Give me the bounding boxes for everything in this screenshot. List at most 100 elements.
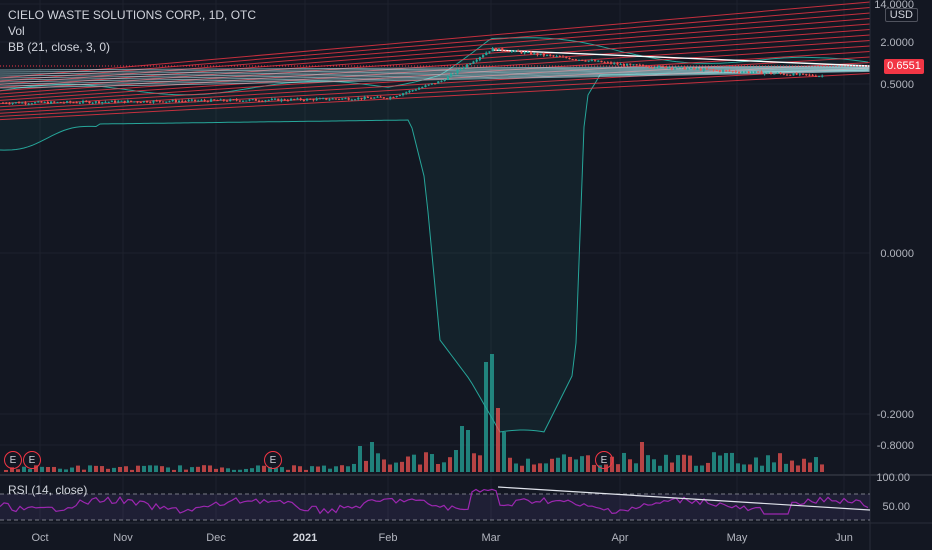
candle xyxy=(456,69,459,74)
candle xyxy=(72,102,75,104)
volume-bar xyxy=(478,455,482,472)
candle xyxy=(104,101,107,103)
candle xyxy=(46,101,49,104)
time-tick-label: Mar xyxy=(482,532,501,544)
time-tick-label: Apr xyxy=(611,532,628,544)
candle xyxy=(619,64,622,66)
candle xyxy=(59,102,62,104)
candle xyxy=(258,100,261,102)
volume-bar xyxy=(538,463,542,472)
volume-bar xyxy=(28,469,32,472)
candle xyxy=(789,74,792,76)
volume-bar xyxy=(718,455,722,472)
candle xyxy=(446,76,449,81)
volume-bar xyxy=(310,466,314,472)
earnings-marker[interactable]: E xyxy=(264,451,282,469)
candle xyxy=(395,95,398,98)
earnings-marker[interactable]: E xyxy=(4,451,22,469)
volume-bar xyxy=(40,466,44,472)
candle xyxy=(565,56,568,58)
volume-bar xyxy=(754,457,758,472)
candle xyxy=(667,67,670,69)
candle xyxy=(811,74,814,76)
earnings-marker[interactable]: E xyxy=(23,451,41,469)
candle xyxy=(43,101,46,103)
volume-legend[interactable]: Vol xyxy=(8,24,25,38)
currency-badge[interactable]: USD xyxy=(884,8,918,22)
volume-bar xyxy=(784,463,788,472)
rsi-legend[interactable]: RSI (14, close) xyxy=(8,483,88,497)
candle xyxy=(520,51,523,54)
volume-bar xyxy=(346,466,350,472)
candle xyxy=(491,47,494,52)
candle xyxy=(677,67,680,69)
candle xyxy=(30,103,33,105)
volume-bar xyxy=(190,467,194,472)
candle xyxy=(475,59,478,62)
candle xyxy=(542,53,545,56)
candle xyxy=(171,100,174,102)
candle xyxy=(424,85,427,88)
candle xyxy=(795,73,798,75)
candle xyxy=(274,98,277,100)
candle xyxy=(18,102,21,104)
candle xyxy=(411,90,414,92)
candle xyxy=(370,97,373,99)
earnings-marker[interactable]: E xyxy=(595,451,613,469)
candle xyxy=(136,101,139,103)
candle xyxy=(306,98,309,101)
candle xyxy=(709,69,712,71)
volume-bar xyxy=(694,465,698,472)
candle xyxy=(818,76,821,78)
candle xyxy=(146,101,149,103)
volume-bar xyxy=(748,464,752,472)
candle xyxy=(91,102,94,104)
volume-bar xyxy=(388,464,392,472)
volume-bar xyxy=(370,442,374,472)
candle xyxy=(242,100,245,102)
candle xyxy=(546,54,549,56)
candle xyxy=(53,101,56,103)
volume-bar xyxy=(46,466,50,472)
candle xyxy=(66,101,69,103)
candle xyxy=(517,50,520,52)
candle xyxy=(5,102,8,104)
candle xyxy=(482,55,485,58)
candle xyxy=(280,99,283,101)
volume-bar xyxy=(508,457,512,472)
candle xyxy=(389,97,392,99)
volume-bar xyxy=(70,467,74,472)
candle xyxy=(120,100,123,102)
candle xyxy=(757,71,760,73)
candle xyxy=(190,99,193,101)
candle xyxy=(440,80,443,82)
candle xyxy=(347,98,350,100)
candle xyxy=(526,52,529,54)
volume-bar xyxy=(622,452,626,472)
price-axis: 14.0000 2.0000 0.5000 0.0000 -0.2000 -0.8000 xyxy=(874,0,914,452)
candle xyxy=(514,50,517,52)
volume-bar xyxy=(676,455,680,472)
volume-bar xyxy=(274,467,278,472)
bollinger-legend[interactable]: BB (21, close, 3, 0) xyxy=(8,40,111,54)
candle xyxy=(267,99,270,101)
volume-bar xyxy=(400,461,404,472)
candle xyxy=(450,73,453,77)
volume-bar xyxy=(598,465,602,472)
candle xyxy=(309,98,312,100)
volume-bar xyxy=(166,467,170,472)
price-tick-label: 0.0000 xyxy=(880,248,914,260)
volume-bar xyxy=(766,455,770,472)
volume-bar xyxy=(76,465,80,472)
candle xyxy=(318,98,321,100)
volume-bar xyxy=(268,467,272,472)
candle xyxy=(152,100,155,103)
candle xyxy=(562,56,565,58)
volume-bar xyxy=(706,462,710,472)
volume-bar xyxy=(436,463,440,472)
volume-bar xyxy=(124,466,128,472)
candle xyxy=(235,99,238,101)
candle xyxy=(187,100,190,102)
candle xyxy=(680,67,683,69)
